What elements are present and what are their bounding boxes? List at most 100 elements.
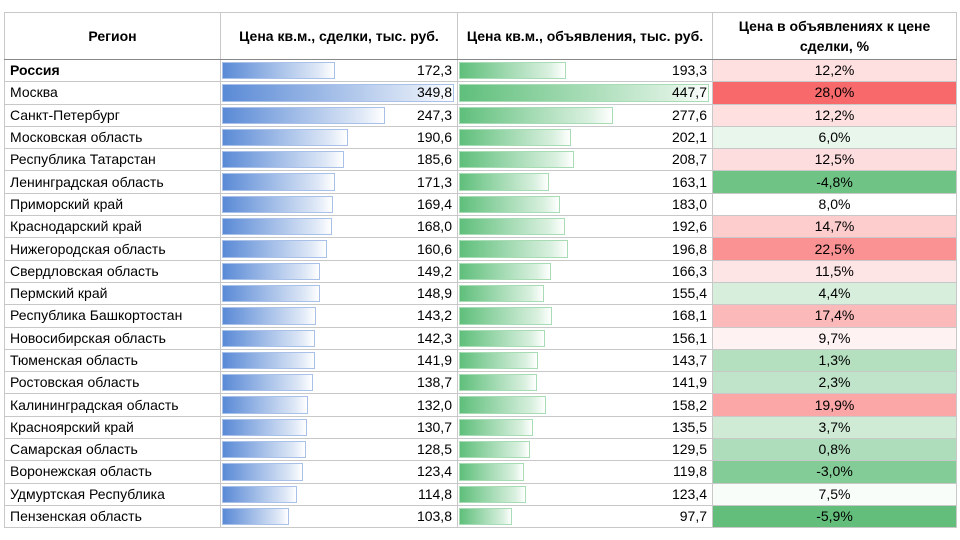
price-cell: 171,3 (220, 170, 458, 194)
data-bar (222, 84, 454, 102)
cell-text: Ростовская область (10, 374, 140, 391)
ratio-cell: 12,2% (712, 58, 957, 83)
cell-text: 163,1 (671, 173, 707, 190)
cell-text: 114,8 (418, 485, 452, 502)
region-cell: Воронежская область (4, 460, 221, 484)
data-bar (222, 463, 303, 481)
data-bar (222, 262, 320, 280)
cell-text: 155,4 (671, 285, 707, 302)
table-row: Ростовская область 138,7 141,9 2,3% (4, 371, 957, 395)
cell-text: 168,0 (416, 218, 452, 235)
cell-text: Республика Башкортостан (10, 307, 183, 324)
price-cell: 190,6 (220, 125, 458, 150)
price-cell: 141,9 (220, 348, 458, 373)
ratio-cell: 2,3% (712, 371, 957, 395)
column-header: Цена кв.м., объявления, тыс. руб. (457, 12, 713, 60)
header-row: Регион Цена кв.м., сделки, тыс. руб. Цена … (4, 12, 957, 60)
data-bar (459, 329, 545, 347)
cell-text: 156,1 (671, 329, 707, 346)
table-row: Удмуртская Республика 114,8 123,4 7,5% (4, 482, 957, 506)
cell-text: 172,3 (416, 62, 452, 79)
cell-text: 202,1 (671, 129, 707, 146)
price-cell: 172,3 (220, 58, 458, 83)
price-cell: 148,9 (220, 281, 458, 306)
data-bar (222, 240, 328, 258)
price-cell: 135,5 (457, 415, 713, 440)
data-bar (222, 351, 315, 370)
region-cell: Нижегородская область (4, 237, 221, 261)
data-bar (222, 173, 335, 191)
cell-text: 28,0% (814, 84, 855, 101)
ratio-cell: 11,5% (712, 259, 957, 283)
table-row: Московская область 190,6 202,1 6,0% (4, 125, 957, 150)
table-row: Республика Татарстан 185,6 208,7 12,5% (4, 148, 957, 172)
data-bar (459, 128, 571, 147)
cell-text: -3,0% (816, 463, 853, 480)
cell-text: Санкт-Петербург (10, 106, 120, 123)
ratio-cell: 3,7% (712, 415, 957, 440)
cell-text: 128,5 (416, 441, 452, 458)
cell-text: Пермский край (10, 285, 108, 302)
region-cell: Ростовская область (4, 371, 221, 395)
data-bar (459, 396, 547, 414)
price-cell: 163,1 (457, 170, 713, 194)
cell-text: Республика Татарстан (10, 151, 156, 168)
price-cell: 155,4 (457, 281, 713, 306)
region-cell: Республика Татарстан (4, 148, 221, 172)
region-cell: Свердловская область (4, 259, 221, 283)
region-cell: Красноярский край (4, 415, 221, 440)
data-bar (222, 106, 386, 124)
price-cell: 142,3 (220, 326, 458, 350)
cell-text: 141,9 (671, 374, 707, 391)
price-cell: 349,8 (220, 81, 458, 105)
region-cell: Республика Башкортостан (4, 304, 221, 328)
cell-text: Красноярский край (10, 418, 134, 435)
cell-text: 3,7% (818, 418, 851, 435)
price-cell: 97,7 (457, 504, 713, 529)
price-cell: 193,3 (457, 58, 713, 83)
data-bar (459, 507, 512, 526)
cell-text: 143,2 (416, 307, 452, 324)
price-cell: 192,6 (457, 215, 713, 239)
cell-text: 130,7 (416, 418, 452, 435)
ratio-cell: 1,3% (712, 348, 957, 373)
data-bar (459, 195, 560, 214)
price-cell: 143,2 (220, 304, 458, 328)
price-cell: 158,2 (457, 393, 713, 417)
price-cell: 277,6 (457, 103, 713, 127)
cell-text: 123,4 (671, 485, 707, 502)
price-cell: 247,3 (220, 103, 458, 127)
price-cell: 143,7 (457, 348, 713, 373)
table-row: Пермский край 148,9 155,4 4,4% (4, 281, 957, 306)
price-cell: 196,8 (457, 237, 713, 261)
price-cell: 114,8 (220, 482, 458, 506)
data-bar (222, 307, 316, 325)
ratio-cell: 22,5% (712, 237, 957, 261)
price-cell: 103,8 (220, 504, 458, 529)
cell-text: 143,7 (671, 352, 707, 368)
cell-text: 166,3 (671, 262, 707, 279)
cell-text: 129,5 (671, 441, 707, 458)
cell-text: 138,7 (416, 374, 452, 391)
cell-text: 7,5% (818, 485, 851, 502)
cell-text: 119,8 (673, 463, 707, 480)
cell-text: 6,0% (818, 129, 851, 146)
price-cell: 119,8 (457, 460, 713, 484)
column-header: Цена кв.м., сделки, тыс. руб. (220, 12, 458, 60)
cell-text: 160,6 (416, 240, 452, 257)
cell-text: 12,2% (814, 62, 855, 79)
cell-text: Воронежская область (10, 463, 152, 480)
data-bar (459, 106, 614, 124)
data-bar (459, 151, 575, 169)
cell-text: 148,9 (416, 285, 452, 302)
data-bar (459, 485, 527, 503)
cell-text: Калининградская область (10, 396, 179, 413)
cell-text: Свердловская область (10, 262, 159, 279)
data-bar (459, 240, 568, 258)
cell-text: 447,7 (671, 84, 707, 101)
region-cell: Московская область (4, 125, 221, 150)
cell-text: Нижегородская область (10, 240, 166, 257)
price-cell: 141,9 (457, 371, 713, 395)
cell-text: 19,9% (814, 396, 855, 413)
cell-text: 12,2% (814, 106, 855, 123)
